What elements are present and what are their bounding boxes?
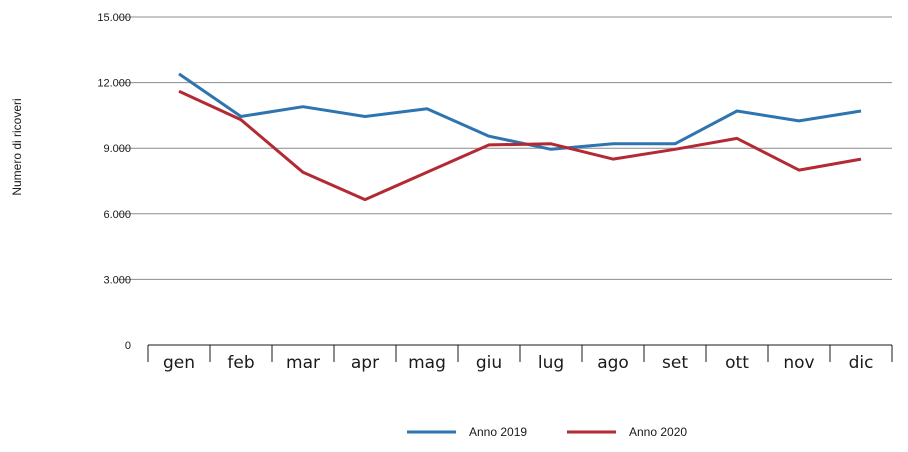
- x-tick-label: feb: [227, 353, 254, 373]
- x-tick-label: giu: [476, 353, 502, 373]
- x-tick-label: dic: [849, 353, 874, 373]
- series-line-2: [178, 89, 862, 202]
- y-tick-label: 9.000: [103, 143, 131, 155]
- y-axis-ticks: 0 3.000 6.000 9.000 12.000 15.000: [97, 12, 131, 352]
- y-tick-label: 0: [125, 340, 131, 352]
- x-tick-label: set: [662, 353, 688, 373]
- x-tick-label: ago: [597, 353, 629, 373]
- x-tick-label: mag: [408, 353, 446, 373]
- y-tick-label: 6.000: [103, 209, 131, 221]
- legend-label: Anno 2019: [469, 425, 527, 439]
- y-axis-label: Numero di ricoveri: [10, 98, 24, 195]
- y-tick-label: 3.000: [103, 274, 131, 286]
- y-tick-label: 12.000: [97, 78, 131, 90]
- x-axis-ticks: gen feb mar apr mag giu lug ago set ott nov dic: [163, 353, 873, 373]
- x-axis: [147, 344, 893, 362]
- legend: Anno 2019 Anno 2020: [407, 425, 687, 439]
- legend-label: Anno 2020: [629, 425, 687, 439]
- x-tick-label: ott: [725, 353, 749, 373]
- series-line-1: [178, 72, 862, 151]
- gridlines: [118, 16, 892, 280]
- series-lines: [178, 72, 862, 202]
- y-tick-label: 15.000: [97, 12, 131, 24]
- x-tick-label: nov: [783, 353, 814, 373]
- x-tick-label: apr: [351, 353, 379, 373]
- x-tick-label: gen: [163, 353, 195, 373]
- x-tick-label: mar: [286, 353, 320, 373]
- x-tick-label: lug: [538, 353, 564, 373]
